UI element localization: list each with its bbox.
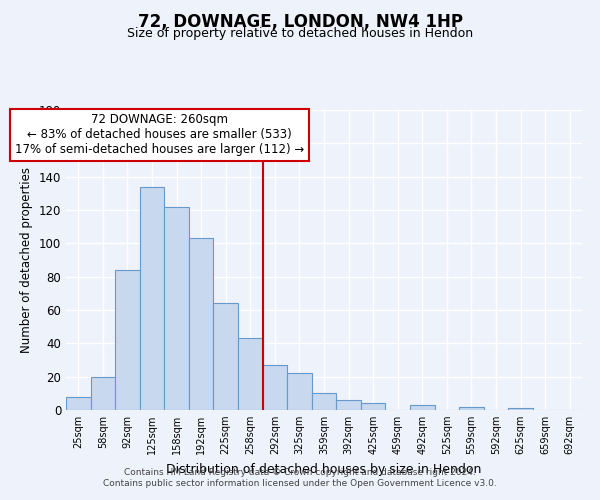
Bar — [189, 238, 214, 410]
Bar — [66, 396, 91, 410]
Text: 72 DOWNAGE: 260sqm
← 83% of detached houses are smaller (533)
17% of semi-detach: 72 DOWNAGE: 260sqm ← 83% of detached hou… — [15, 114, 304, 156]
Bar — [91, 376, 115, 410]
Bar — [336, 400, 361, 410]
Bar — [115, 270, 140, 410]
Bar — [140, 186, 164, 410]
Bar — [361, 404, 385, 410]
Bar — [508, 408, 533, 410]
Bar — [459, 406, 484, 410]
Bar — [410, 405, 434, 410]
Y-axis label: Number of detached properties: Number of detached properties — [20, 167, 33, 353]
Bar — [263, 365, 287, 410]
Bar — [214, 304, 238, 410]
X-axis label: Distribution of detached houses by size in Hendon: Distribution of detached houses by size … — [166, 462, 482, 475]
Bar — [164, 206, 189, 410]
Text: Contains HM Land Registry data © Crown copyright and database right 2024.
Contai: Contains HM Land Registry data © Crown c… — [103, 468, 497, 487]
Text: 72, DOWNAGE, LONDON, NW4 1HP: 72, DOWNAGE, LONDON, NW4 1HP — [137, 12, 463, 30]
Bar — [312, 394, 336, 410]
Bar — [238, 338, 263, 410]
Text: Size of property relative to detached houses in Hendon: Size of property relative to detached ho… — [127, 28, 473, 40]
Bar — [287, 374, 312, 410]
